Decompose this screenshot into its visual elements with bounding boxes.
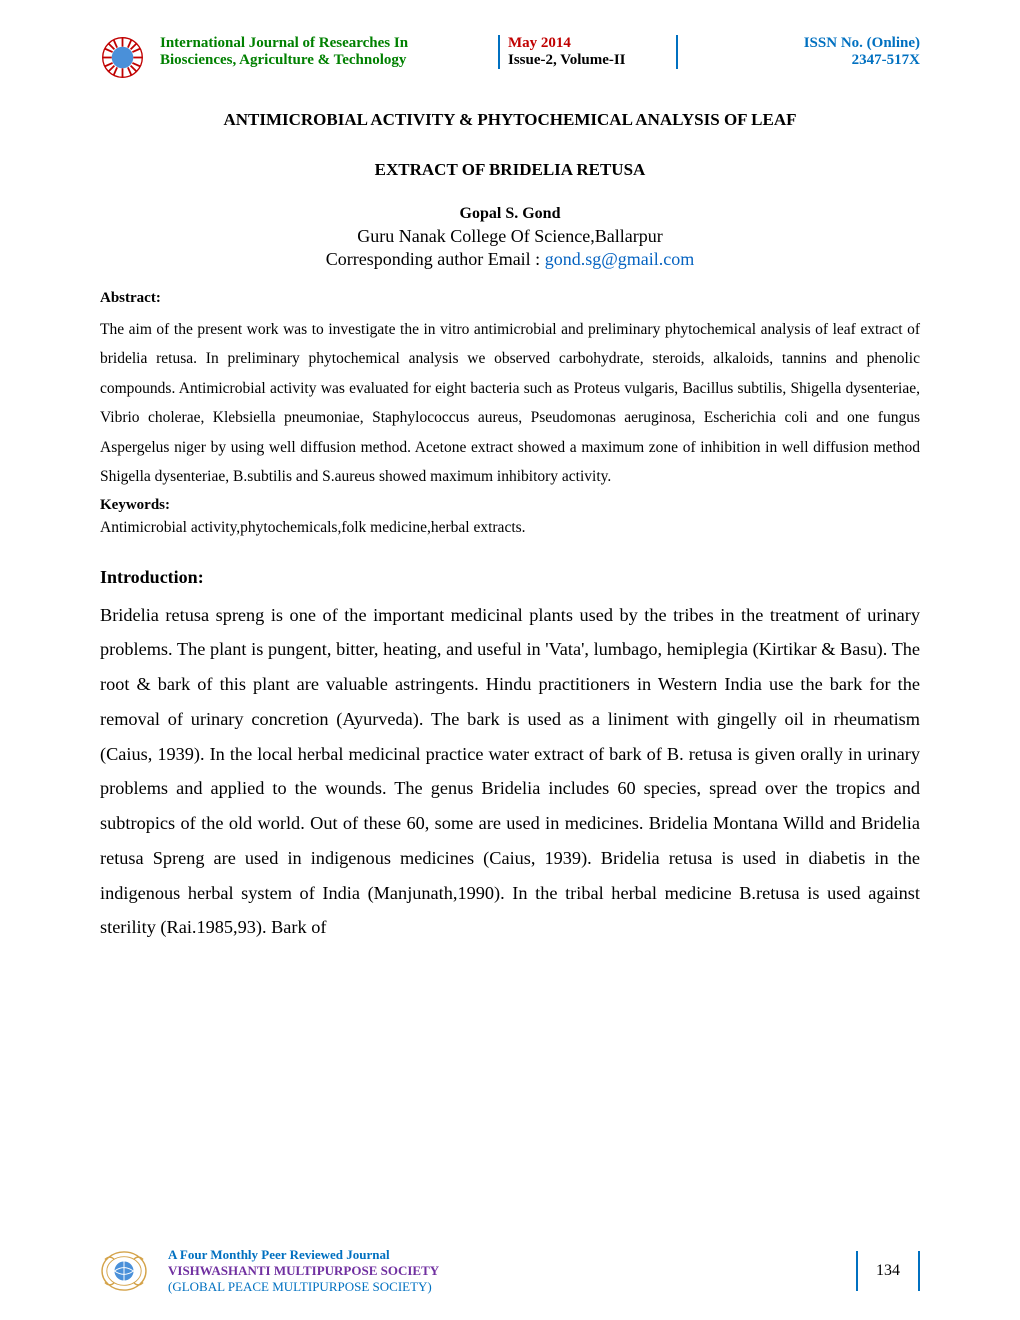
- keywords-body: Antimicrobial activity,phytochemicals,fo…: [100, 519, 920, 537]
- footer-divider: [918, 1251, 920, 1291]
- publication-date: May 2014: [508, 35, 668, 52]
- journal-name: International Journal of Researches In B…: [160, 35, 490, 69]
- issn-info: ISSN No. (Online) 2347-517X: [686, 35, 920, 69]
- article-title-line1: ANTIMICROBIAL ACTIVITY & PHYTOCHEMICAL A…: [100, 110, 920, 130]
- footer-text-container: A Four Monthly Peer Reviewed Journal VIS…: [168, 1247, 846, 1295]
- issn-label: ISSN No. (Online): [686, 35, 920, 52]
- header-divider: [498, 35, 500, 69]
- keywords-heading: Keywords:: [100, 497, 920, 514]
- author-affiliation: Guru Nanak College Of Science,Ballarpur: [100, 226, 920, 247]
- abstract-heading: Abstract:: [100, 290, 920, 307]
- page-number: 134: [858, 1262, 918, 1280]
- issn-number: 2347-517X: [686, 52, 920, 69]
- issue-volume: Issue-2, Volume-II: [508, 52, 668, 69]
- journal-name-line2: Biosciences, Agriculture & Technology: [160, 52, 490, 69]
- footer-society-name: VISHWASHANTI MULTIPURPOSE SOCIETY: [168, 1263, 846, 1279]
- corresponding-prefix: Corresponding author Email :: [326, 249, 545, 269]
- journal-logo-icon: [100, 35, 145, 80]
- author-email-link[interactable]: gond.sg@gmail.com: [545, 249, 695, 269]
- page-header: International Journal of Researches In B…: [100, 35, 920, 80]
- society-logo-icon: [100, 1250, 148, 1292]
- page-footer: A Four Monthly Peer Reviewed Journal VIS…: [100, 1247, 920, 1295]
- footer-journal-type: A Four Monthly Peer Reviewed Journal: [168, 1247, 846, 1263]
- introduction-heading: Introduction:: [100, 567, 920, 588]
- footer-society-subtitle: (GLOBAL PEACE MULTIPURPOSE SOCIETY): [168, 1279, 846, 1295]
- author-name: Gopal S. Gond: [100, 205, 920, 223]
- article-title-line2: EXTRACT OF BRIDELIA RETUSA: [100, 160, 920, 180]
- corresponding-author: Corresponding author Email : gond.sg@gma…: [100, 249, 920, 270]
- abstract-body: The aim of the present work was to inves…: [100, 315, 920, 492]
- introduction-body: Bridelia retusa spreng is one of the imp…: [100, 598, 920, 946]
- header-divider: [676, 35, 678, 69]
- header-text-container: International Journal of Researches In B…: [160, 35, 920, 69]
- journal-name-line1: International Journal of Researches In: [160, 35, 490, 52]
- issue-info: May 2014 Issue-2, Volume-II: [508, 35, 668, 69]
